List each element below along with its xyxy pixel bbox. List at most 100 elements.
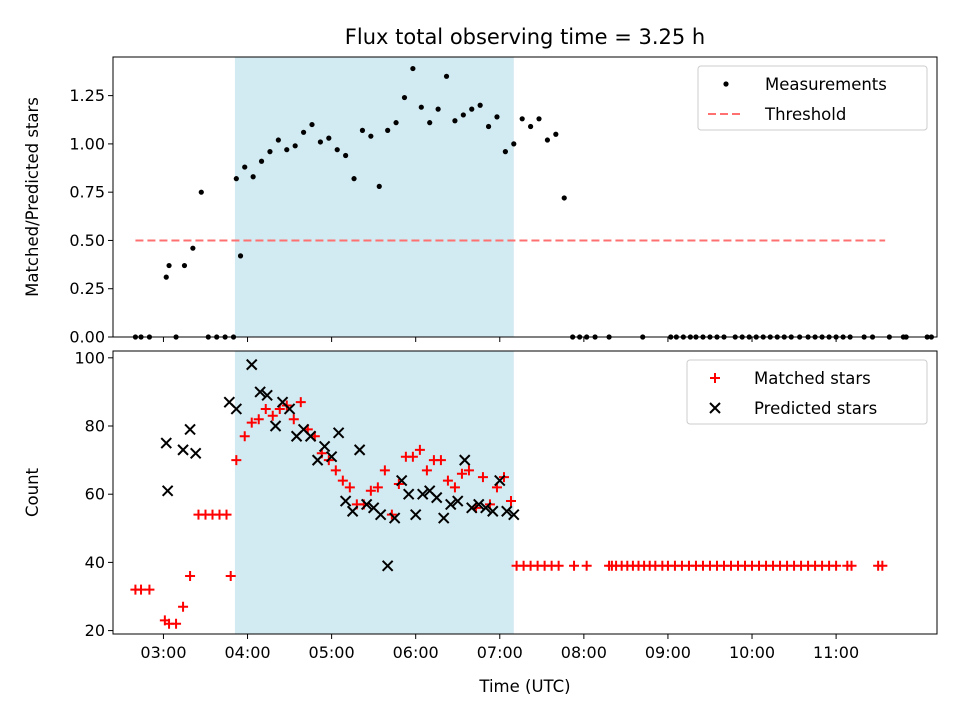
data-point — [427, 120, 433, 126]
data-point — [414, 444, 425, 455]
data-point — [418, 104, 424, 110]
data-point — [536, 116, 542, 122]
y-tick-label: 1.25 — [69, 86, 105, 105]
x-tick-label: 10:00 — [729, 643, 775, 662]
data-point — [410, 65, 416, 72]
data-point — [460, 112, 466, 118]
data-point — [275, 137, 281, 143]
data-point — [190, 245, 196, 251]
data-point — [161, 485, 174, 497]
y-tick-label: 0.00 — [69, 328, 105, 347]
data-point — [253, 414, 264, 425]
legend-plus-marker — [710, 373, 720, 383]
data-point — [877, 560, 888, 571]
data-point — [372, 482, 383, 493]
data-point — [343, 152, 349, 159]
chart-title: Flux total observing time = 3.25 h — [345, 25, 705, 49]
data-point — [242, 164, 248, 170]
data-point — [469, 106, 475, 112]
data-point — [443, 73, 450, 79]
data-point — [177, 444, 189, 456]
data-point — [553, 131, 559, 137]
data-point — [569, 560, 580, 571]
x-tick-label: 03:00 — [140, 643, 186, 662]
data-point — [239, 431, 250, 442]
y-tick-label: 0.25 — [69, 279, 105, 298]
x-tick-label: 08:00 — [561, 643, 607, 662]
data-point — [360, 498, 373, 511]
data-point — [381, 560, 394, 572]
data-point — [233, 176, 239, 182]
data-point — [477, 102, 483, 108]
shaded-observing-window — [234, 351, 514, 634]
legend-box — [697, 65, 928, 131]
data-point — [581, 560, 592, 571]
data-point — [494, 474, 506, 487]
data-point — [519, 116, 525, 122]
data-point — [267, 149, 273, 155]
data-point — [431, 491, 443, 504]
x-tick-label: 11:00 — [813, 643, 859, 662]
data-point — [359, 127, 366, 133]
data-point — [365, 485, 376, 496]
data-point — [258, 158, 265, 164]
data-point — [246, 417, 257, 428]
data-point — [304, 430, 317, 442]
data-point — [284, 147, 290, 153]
data-point — [334, 147, 340, 153]
data-point — [494, 114, 500, 120]
data-point — [438, 512, 450, 524]
data-point — [292, 143, 298, 149]
data-point — [267, 410, 278, 421]
bottom-panel: 20 40 60 80 100 03:00 04:00 05:00 06:00 07:00 08:0… — [23, 348, 938, 696]
data-point — [254, 386, 266, 398]
axes-frame — [112, 350, 938, 635]
data-point — [466, 502, 478, 514]
data-point — [831, 560, 842, 571]
data-point — [544, 137, 551, 143]
data-point — [136, 584, 147, 595]
data-point — [395, 474, 408, 487]
data-point — [393, 120, 399, 126]
data-point — [445, 498, 457, 511]
data-point — [388, 512, 401, 524]
data-point — [374, 508, 387, 521]
data-point — [231, 455, 242, 466]
data-point — [344, 482, 355, 493]
y-tick-label: 100 — [74, 348, 105, 367]
data-point — [449, 482, 460, 493]
data-point — [511, 141, 517, 147]
legend-label: Threshold — [764, 105, 846, 124]
data-point — [330, 465, 341, 476]
data-point — [416, 488, 429, 500]
data-point — [508, 508, 520, 521]
data-point — [339, 495, 352, 507]
data-point — [351, 176, 357, 182]
data-point — [480, 502, 492, 514]
data-point — [473, 498, 485, 511]
data-point — [318, 440, 331, 453]
shaded-observing-window — [234, 57, 514, 337]
legend: Measurements Threshold — [697, 65, 928, 131]
data-point — [326, 135, 332, 141]
data-point — [502, 149, 508, 155]
x-tick-label: 07:00 — [477, 643, 523, 662]
x-tick-label: 04:00 — [224, 643, 270, 662]
data-point — [505, 496, 516, 507]
data-point — [163, 274, 169, 280]
data-point — [250, 174, 256, 180]
data-point — [309, 121, 315, 128]
data-point — [166, 262, 172, 269]
y-tick-label: 60 — [85, 485, 105, 504]
legend-label: Measurements — [765, 75, 887, 94]
data-point — [528, 123, 534, 130]
data-point — [487, 505, 499, 517]
x-axis-label: Time (UTC) — [478, 677, 570, 696]
y-axis-label: Count — [23, 467, 42, 517]
data-point — [295, 397, 306, 408]
series-predicted-stars — [160, 358, 520, 572]
data-point — [553, 560, 564, 571]
data-point — [353, 444, 366, 456]
x-tick-label: 06:00 — [393, 643, 439, 662]
data-point — [184, 423, 196, 436]
